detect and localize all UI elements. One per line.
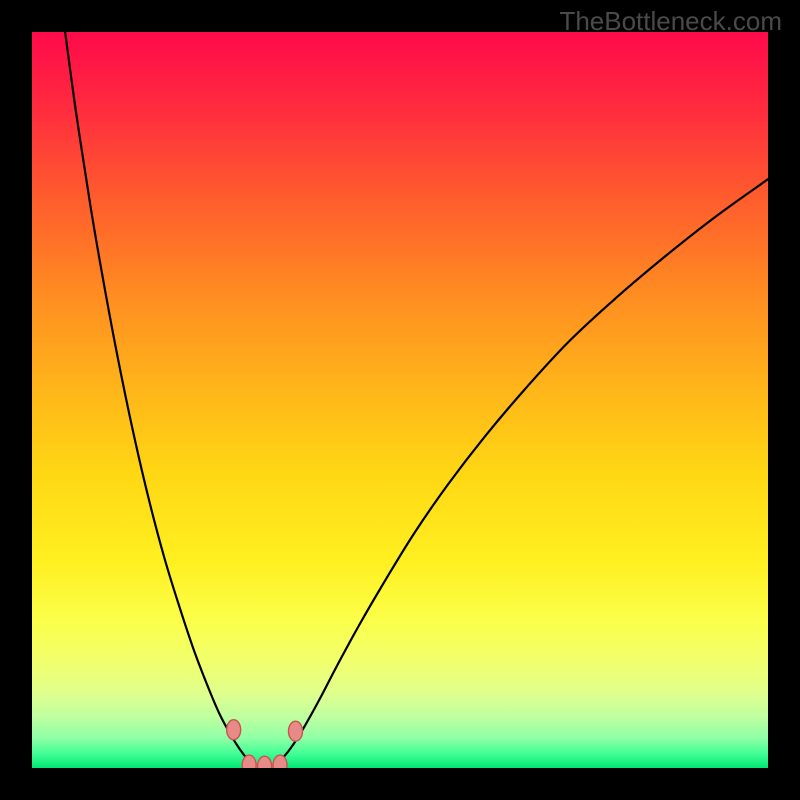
marker-dot (258, 756, 272, 768)
plot-area (32, 32, 768, 768)
bottleneck-curve-left (65, 32, 264, 768)
chart-svg (32, 32, 768, 768)
watermark-text: TheBottleneck.com (559, 6, 782, 37)
marker-dot (288, 721, 302, 741)
marker-dot (242, 755, 256, 768)
bottleneck-curve-right (265, 179, 768, 768)
marker-dot (227, 720, 241, 740)
marker-dot (273, 755, 287, 768)
